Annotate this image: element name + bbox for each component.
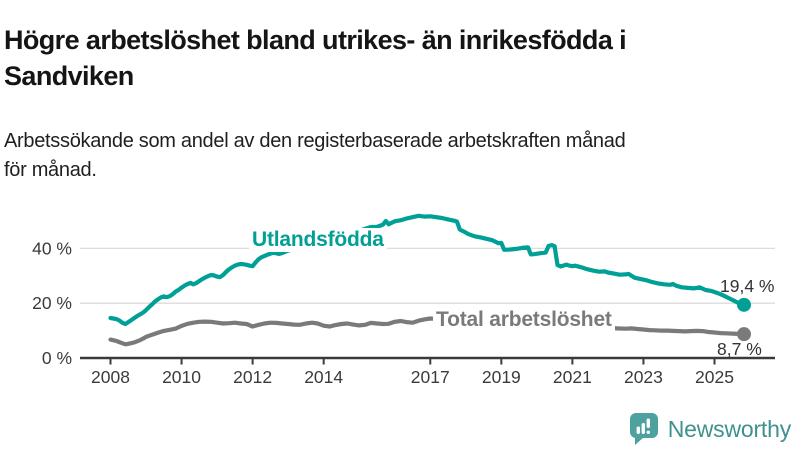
- x-tick-label-2025: 2025: [695, 367, 734, 387]
- series-line-total-arbetsloshet: [108, 316, 747, 347]
- series-label-utlandsfodda: Utlandsfödda: [249, 228, 387, 252]
- x-tick-label-2017: 2017: [411, 367, 450, 387]
- end-value-label-total-arbetsloshet: 8,7 %: [717, 339, 762, 359]
- page-title: Högre arbetslöshet bland utrikes- än inr…: [4, 22, 794, 94]
- newsworthy-branding: Newsworthy: [629, 412, 791, 446]
- end-dot-total-arbetsloshet: [736, 327, 751, 342]
- series-label-total-arbetsloshet: Total arbetslöshet: [433, 308, 615, 332]
- x-tick-label-2019: 2019: [482, 367, 521, 387]
- chart-subtitle-line-2: för månad.: [4, 159, 97, 181]
- x-tick-label-2012: 2012: [233, 367, 272, 387]
- x-tick-label-2014: 2014: [304, 367, 343, 387]
- end-value-label-utlandsfodda: 19,4 %: [720, 276, 775, 296]
- end-dot-utlandsfodda: [736, 297, 751, 312]
- x-tick-label-2008: 2008: [91, 367, 130, 387]
- chart-subtitle: Arbetssökande som andel av den registerb…: [4, 127, 794, 185]
- x-tick-label-2010: 2010: [162, 367, 201, 387]
- chart-subtitle-line-1: Arbetssökande som andel av den registerb…: [4, 130, 626, 152]
- x-tick-label-2021: 2021: [553, 367, 592, 387]
- y-tick-label-20: 20 %: [32, 293, 72, 313]
- page-title-line-1: Högre arbetslöshet bland utrikes- än inr…: [4, 25, 627, 56]
- y-tick-label-40: 40 %: [32, 238, 72, 258]
- newsworthy-logo-text: Newsworthy: [667, 415, 791, 442]
- page-title-line-2: Sandviken: [4, 61, 134, 92]
- x-tick-label-2023: 2023: [624, 367, 663, 387]
- newsworthy-logo-icon: [629, 413, 658, 445]
- series-line-utlandsfodda: [108, 213, 747, 327]
- y-tick-label-0: 0 %: [42, 348, 72, 368]
